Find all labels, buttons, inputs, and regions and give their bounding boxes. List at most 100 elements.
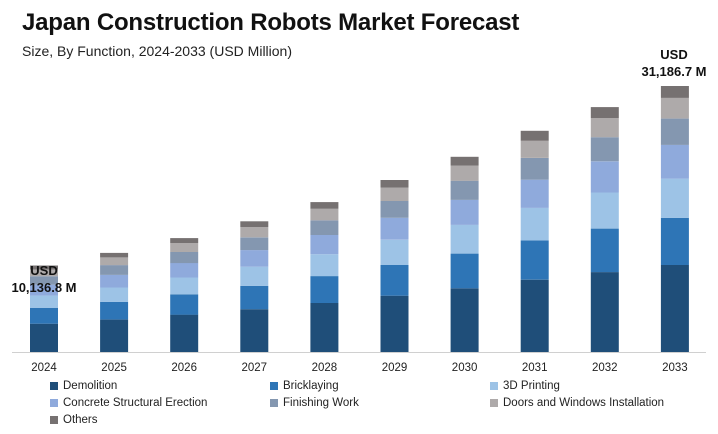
legend-item-doors-and-windows-installation: Doors and Windows Installation [490,396,710,410]
bar-segment-bricklaying-2026 [170,294,199,315]
x-tick-label: 2031 [522,362,548,374]
bar-segment-doors-and-windows-installation-2032 [590,118,619,138]
bar-segment-3d-printing-2025 [100,287,129,302]
bar-segment-finishing-work-2032 [590,137,619,162]
bar-segment-demolition-2029 [380,295,409,352]
chart-title: Japan Construction Robots Market Forecas… [22,9,520,36]
legend-item-concrete-structural-erection: Concrete Structural Erection [50,396,270,410]
bar-segment-concrete-structural-erection-2032 [590,161,619,193]
bar-segment-others-2032 [590,107,619,119]
bar-segment-finishing-work-2026 [170,252,199,264]
bar-segment-demolition-2033 [660,265,689,352]
bar-segment-bricklaying-2025 [100,301,129,320]
legend-label: Bricklaying [283,380,339,392]
bar-segment-3d-printing-2026 [170,277,199,295]
bar-segment-demolition-2031 [520,279,549,352]
legend-item-3d-printing: 3D Printing [490,379,710,393]
bar-segment-finishing-work-2033 [660,118,689,145]
end-value-label: 31,186.7 M [641,64,706,79]
bar-segment-bricklaying-2024 [30,308,58,324]
bar-segment-3d-printing-2030 [450,224,479,254]
bar-segment-concrete-structural-erection-2029 [380,217,409,240]
bar-segment-finishing-work-2028 [310,220,339,235]
bar-segment-others-2030 [450,156,479,166]
legend-swatch [50,382,58,390]
bar-segment-finishing-work-2029 [380,200,409,218]
bar-segment-doors-and-windows-installation-2027 [240,227,269,238]
bar-segment-doors-and-windows-installation-2024 [30,269,58,277]
x-tick-label: 2033 [662,362,688,374]
end-currency-label: USD [660,47,687,62]
x-tick-label: 2025 [101,362,127,374]
bar-segment-concrete-structural-erection-2031 [520,179,549,208]
bar-segment-others-2027 [240,221,269,227]
legend-label: Finishing Work [283,397,359,409]
bar-segment-demolition-2026 [170,314,199,352]
legend-item-demolition: Demolition [50,379,270,393]
legend-swatch [270,382,278,390]
legend-label: Others [63,414,98,426]
legend-label: Demolition [63,380,118,392]
bar-segment-demolition-2027 [240,309,269,352]
bar-segment-bricklaying-2033 [660,217,689,265]
bar-segment-concrete-structural-erection-2025 [100,274,129,288]
chart-legend: Demolition Bricklaying 3D Printing Concrete… [50,379,710,427]
bar-segment-bricklaying-2027 [240,285,269,310]
bar-segment-doors-and-windows-installation-2030 [450,165,479,181]
legend-label: Doors and Windows Installation [503,397,665,409]
chart-subtitle: Size, By Function, 2024-2033 (USD Millio… [22,43,293,59]
bar-segment-bricklaying-2032 [590,228,619,273]
legend-item-bricklaying: Bricklaying [270,379,490,393]
bar-segment-finishing-work-2031 [520,158,549,180]
legend-swatch [490,382,498,390]
bar-segment-others-2028 [310,202,339,209]
bar-segment-3d-printing-2032 [590,192,619,229]
x-tick-label: 2029 [382,362,408,374]
bar-segment-demolition-2032 [590,272,619,352]
bar-segment-concrete-structural-erection-2028 [310,235,339,255]
bar-segment-demolition-2025 [100,319,129,352]
legend-item-finishing-work: Finishing Work [270,396,490,410]
bar-segment-others-2033 [660,86,689,98]
bar-segment-concrete-structural-erection-2033 [660,144,689,179]
bar-segment-bricklaying-2028 [310,276,339,303]
bar-segment-concrete-structural-erection-2024 [30,284,58,296]
bar-segment-finishing-work-2024 [30,276,58,285]
bar-segment-demolition-2028 [310,303,339,352]
bar-segment-demolition-2030 [450,288,479,352]
start-value-label: 10,136.8 M [11,280,76,295]
x-tick-label: 2024 [31,362,57,374]
bar-segment-3d-printing-2024 [30,295,58,308]
bar-segment-doors-and-windows-installation-2029 [380,187,409,201]
bar-segment-3d-printing-2028 [310,254,339,277]
bar-segment-doors-and-windows-installation-2033 [660,97,689,119]
bar-segment-doors-and-windows-installation-2028 [310,208,339,221]
bar-segment-concrete-structural-erection-2026 [170,263,199,278]
x-tick-label: 2030 [452,362,478,374]
bar-segment-doors-and-windows-installation-2026 [170,243,199,252]
bar-segment-finishing-work-2030 [450,180,479,200]
bar-segment-finishing-work-2025 [100,265,129,275]
bar-segment-3d-printing-2027 [240,266,269,286]
start-currency-label: USD [30,263,57,278]
bar-segment-others-2026 [170,238,199,243]
bar-segment-3d-printing-2029 [380,239,409,265]
bar-segment-others-2024 [30,265,58,270]
bar-segment-others-2031 [520,130,549,141]
bar-segment-concrete-structural-erection-2027 [240,250,269,267]
bar-segment-doors-and-windows-installation-2031 [520,140,549,158]
bar-segment-3d-printing-2033 [660,178,689,218]
bar-segment-bricklaying-2030 [450,253,479,289]
legend-swatch [50,416,58,424]
bar-segment-bricklaying-2029 [380,265,409,296]
bar-segment-doors-and-windows-installation-2025 [100,257,129,266]
stacked-bar-chart: 2024 2025 2026 2027 2028 2029 2030 2031 2032 2033… [11,47,706,374]
bar-segment-3d-printing-2031 [520,207,549,241]
bar-segment-others-2025 [100,252,129,258]
bar-segment-demolition-2024 [30,323,58,352]
bar-segment-others-2029 [380,180,409,188]
x-tick-label: 2026 [171,362,197,374]
x-tick-label: 2032 [592,362,618,374]
x-tick-label: 2028 [312,362,338,374]
legend-label: 3D Printing [503,380,560,392]
